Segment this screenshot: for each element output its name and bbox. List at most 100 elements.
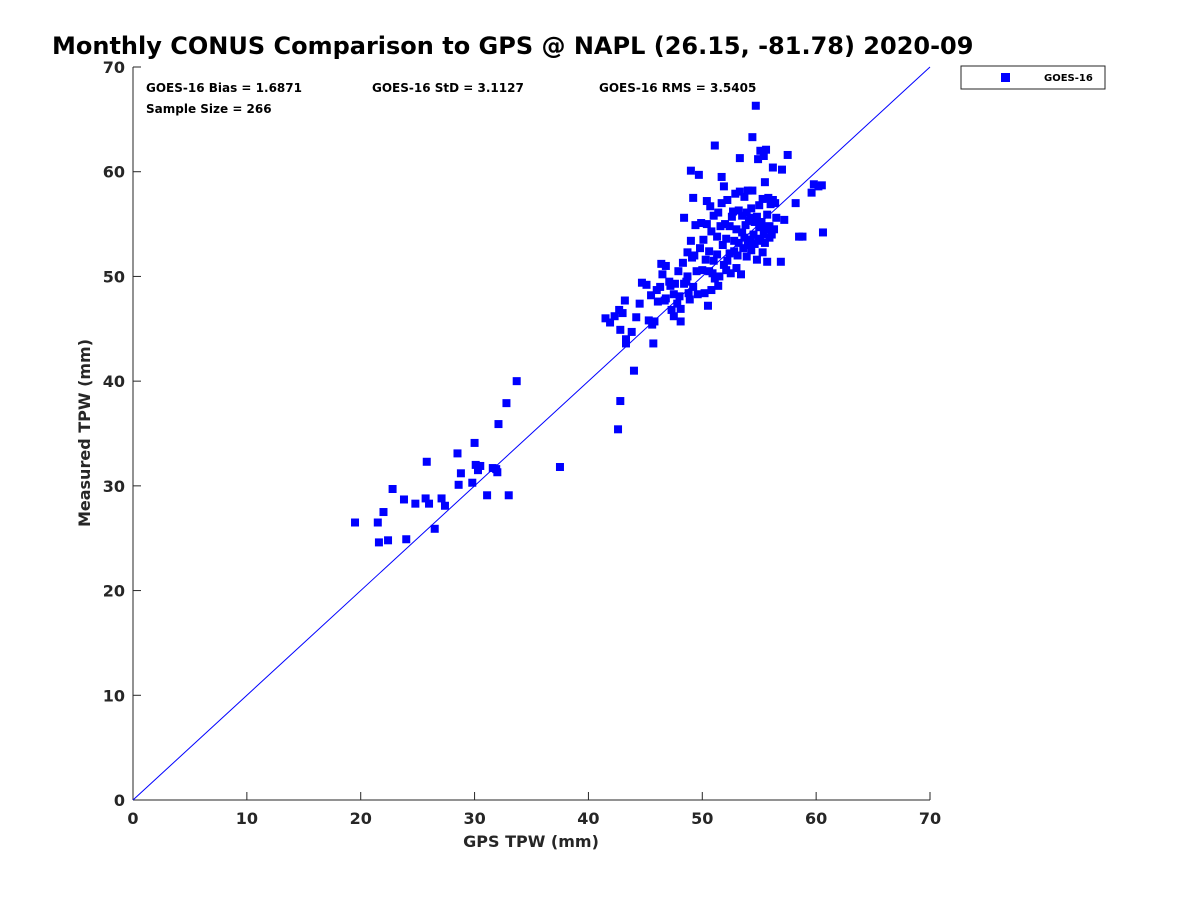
x-tick-label: 50 bbox=[691, 809, 713, 828]
goes16-data-points bbox=[351, 101, 827, 547]
data-point bbox=[601, 314, 610, 323]
data-point bbox=[708, 269, 717, 278]
x-tick-label: 70 bbox=[919, 809, 941, 828]
data-point bbox=[707, 286, 716, 295]
data-point bbox=[721, 220, 730, 229]
data-point bbox=[750, 217, 759, 226]
data-point bbox=[723, 195, 732, 204]
data-point bbox=[719, 260, 728, 269]
data-point bbox=[755, 223, 764, 232]
data-point bbox=[733, 251, 742, 260]
data-point bbox=[734, 238, 743, 247]
data-point bbox=[425, 499, 434, 508]
x-tick-label: 0 bbox=[127, 809, 138, 828]
y-axis-label: Measured TPW (mm) bbox=[75, 339, 94, 527]
legend-box bbox=[960, 65, 1106, 90]
data-point bbox=[689, 193, 698, 202]
std-stat: GOES-16 StD = 3.1127 bbox=[372, 81, 524, 95]
data-point bbox=[798, 232, 807, 241]
data-point bbox=[725, 249, 734, 258]
data-point bbox=[714, 208, 723, 217]
data-point bbox=[682, 277, 691, 286]
data-point bbox=[676, 304, 685, 313]
x-tick-label: 30 bbox=[463, 809, 485, 828]
data-point bbox=[653, 297, 662, 306]
data-point bbox=[717, 172, 726, 181]
data-point bbox=[483, 491, 492, 500]
data-point bbox=[759, 230, 768, 239]
data-point bbox=[730, 247, 739, 256]
data-point bbox=[702, 220, 711, 229]
data-point bbox=[454, 480, 463, 489]
data-point bbox=[618, 309, 627, 318]
data-point bbox=[388, 484, 397, 493]
data-point bbox=[658, 270, 667, 279]
data-point bbox=[710, 141, 719, 150]
data-point bbox=[768, 163, 777, 172]
data-point bbox=[669, 312, 678, 321]
data-point bbox=[629, 366, 638, 375]
data-point bbox=[468, 478, 477, 487]
data-point bbox=[473, 466, 482, 475]
data-point bbox=[422, 457, 431, 466]
data-point bbox=[734, 206, 743, 215]
data-point bbox=[718, 241, 727, 250]
data-point bbox=[627, 327, 636, 336]
x-axis-label: GPS TPW (mm) bbox=[463, 832, 599, 851]
data-point bbox=[735, 154, 744, 163]
y-tick-label: 40 bbox=[103, 372, 125, 391]
data-point bbox=[755, 201, 764, 210]
data-point bbox=[616, 397, 625, 406]
data-point bbox=[649, 339, 658, 348]
data-point bbox=[760, 178, 769, 187]
data-point bbox=[732, 225, 741, 234]
data-point bbox=[606, 318, 615, 327]
data-point bbox=[669, 290, 678, 299]
data-point bbox=[689, 282, 698, 291]
data-point bbox=[384, 536, 393, 545]
data-point bbox=[740, 233, 749, 242]
data-point bbox=[379, 508, 388, 517]
data-point bbox=[709, 211, 718, 220]
data-point bbox=[622, 335, 631, 344]
data-point bbox=[512, 377, 521, 386]
data-point bbox=[614, 425, 623, 434]
data-point bbox=[740, 192, 749, 201]
data-point bbox=[763, 257, 772, 266]
y-tick-label: 0 bbox=[114, 791, 125, 810]
data-point bbox=[670, 279, 679, 288]
data-point bbox=[635, 299, 644, 308]
data-point bbox=[666, 281, 675, 290]
data-point bbox=[683, 272, 692, 281]
data-point bbox=[700, 289, 709, 298]
data-point bbox=[705, 247, 714, 256]
data-point bbox=[751, 101, 760, 110]
data-point bbox=[752, 255, 761, 264]
data-point bbox=[766, 200, 775, 209]
data-point bbox=[752, 212, 761, 221]
data-point bbox=[686, 236, 695, 245]
data-point bbox=[765, 222, 774, 231]
data-point bbox=[725, 222, 734, 231]
data-point bbox=[716, 222, 725, 231]
data-point bbox=[678, 258, 687, 267]
data-point bbox=[763, 210, 772, 219]
data-point bbox=[738, 228, 747, 237]
data-point bbox=[748, 186, 757, 195]
data-point bbox=[713, 232, 722, 241]
data-point bbox=[351, 518, 360, 527]
data-point bbox=[402, 535, 411, 544]
data-point bbox=[746, 235, 755, 244]
rms-stat: GOES-16 RMS = 3.5405 bbox=[599, 81, 756, 95]
data-point bbox=[642, 280, 651, 289]
plot-axes bbox=[132, 67, 930, 801]
data-point bbox=[732, 264, 741, 273]
legend: GOES-16 bbox=[960, 65, 1106, 90]
data-point bbox=[456, 469, 465, 478]
data-point bbox=[756, 234, 765, 243]
data-point bbox=[703, 301, 712, 310]
data-point bbox=[772, 213, 781, 222]
data-point bbox=[437, 494, 446, 503]
data-point bbox=[719, 182, 728, 191]
